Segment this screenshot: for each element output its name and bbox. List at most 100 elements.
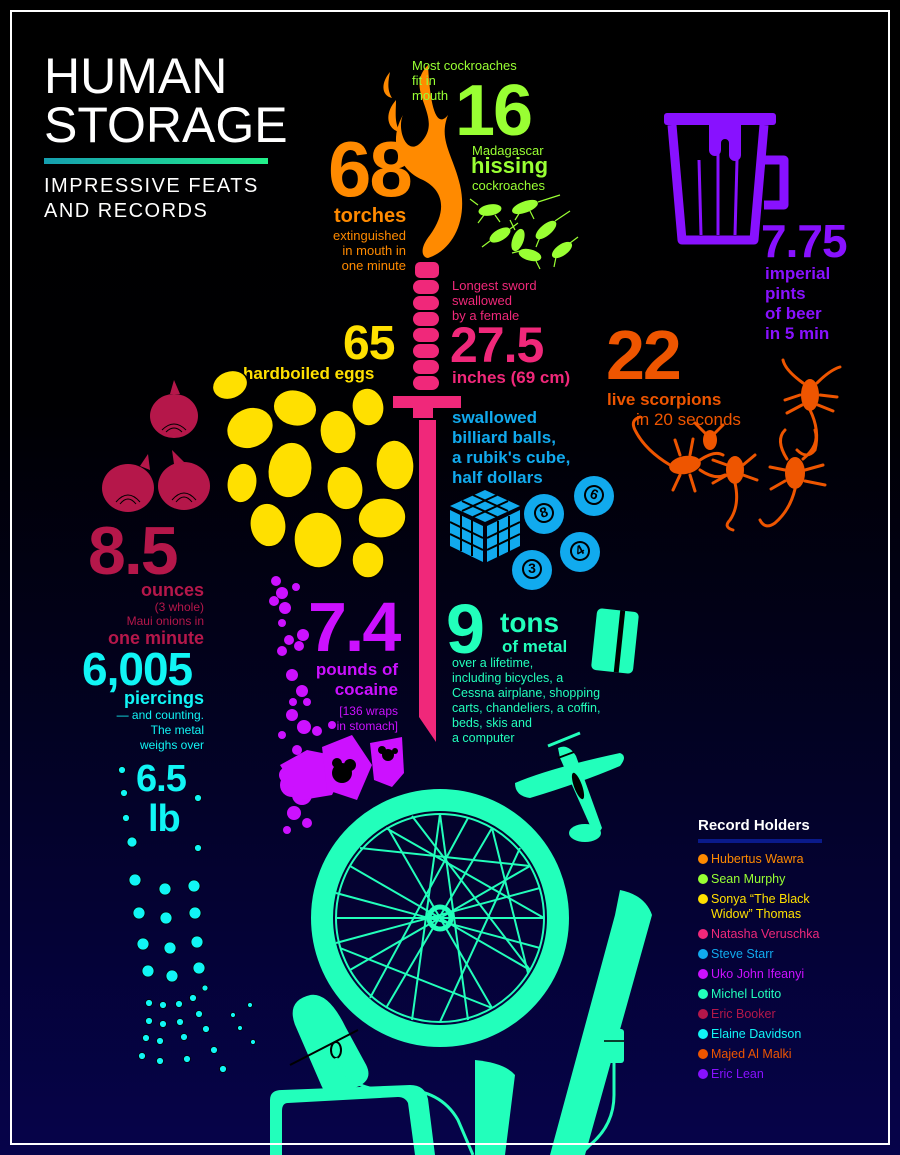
onions-text: ounces (3 whole) Maui onions in one minu… [80,580,204,648]
cocaine-detail: [136 wraps in stomach] [300,704,398,734]
legend-item-name: Eric Booker [711,1007,776,1021]
billiard-label: swallowed billiard balls, a rubik's cube… [452,408,570,488]
cocaine-label: pounds of cocaine [284,660,398,700]
onions-icon [102,380,210,512]
legend-underline [698,839,822,843]
metal-detail: over a lifetime, including bicycles, a C… [452,656,600,746]
sword-intro-line: Longest sword [452,278,537,293]
sword-intro: Longest sword swallowed by a female [452,278,537,323]
billiard-label-line: swallowed [452,408,538,427]
scorpions-value: 22 [606,316,682,394]
legend-dot-icon [698,969,708,979]
billiard-ball-number: 3 [522,559,542,579]
beer-label: imperial pints of beer in 5 min [765,264,830,344]
piercings-detail-line: weighs over [139,738,204,752]
billiard-ball-number: 6 [581,482,607,508]
torches-detail-line: one minute [341,258,406,273]
legend-item: Natasha Veruschka [698,927,848,942]
beer-mug-icon [664,113,789,245]
billiard-ball-6: 6 [574,476,614,516]
metal-label: tons [500,607,560,638]
cocaine-bubbles-icon [269,576,404,834]
sword-label: inches (69 cm) [452,368,571,387]
onions-label: ounces [140,580,204,600]
usb-cable-icon [578,1020,624,1155]
legend-item: Eric Lean [698,1067,848,1082]
airplane-icon [515,731,624,842]
legend-dot-icon [698,1029,708,1039]
cocaine-value: 7.4 [308,588,401,666]
ski-icon [550,890,652,1155]
cocaine-detail-line: in stomach] [336,719,398,733]
piercings-weight-unit: lb [148,798,181,840]
legend-dot-icon [698,949,708,959]
beer-label-line: pints [765,284,806,303]
legend-dot-icon [698,1049,708,1059]
legend-title: Record Holders [698,817,810,834]
metal-label2: of metal [502,637,568,656]
legend-item: Elaine Davidson [698,1027,848,1042]
legend-dot-icon [698,894,708,904]
eggs-label: hardboiled eggs [243,364,375,383]
legend-item-name: Sonya “The Black Widow” Thomas [711,892,810,921]
onions-detail-line: (3 whole) [154,600,204,614]
rubiks-cube-icon [449,490,521,562]
legend-dot-icon [698,989,708,999]
bicycle-wheel-icon [311,789,569,1047]
billiard-ball-4: 4 [560,532,600,572]
cockroaches-intro-line: fit in [412,73,436,88]
cockroaches-line3: cockroaches [472,178,545,193]
legend-item: Hubertus Wawra [698,852,848,867]
billiard-label-line: half dollars [452,468,543,487]
legend-item: Eric Booker [698,1007,848,1022]
flame-icon [383,65,463,258]
legend-item-name: Majed Al Malki [711,1047,792,1061]
scorpions-detail: in 20 seconds [636,410,741,429]
metal-detail-line: beds, skis and [452,716,532,730]
onions-emphasis: one minute [107,628,204,648]
sword-intro-line: by a female [452,308,520,323]
scorpions-label: live scorpions [607,390,722,409]
metal-detail-line: including bicycles, a [452,671,564,685]
piercings-value: 6,005 [82,643,193,695]
piercings-label: piercings [123,688,204,708]
beer-label-line: imperial [765,264,831,283]
piercings-detail-line: The metal [150,723,204,737]
legend-dot-icon [698,854,708,864]
cockroaches-intro: Most cockroaches fit in mouth [412,58,517,103]
legend-item-name: Sean Murphy [711,872,786,886]
torches-detail-line: in mouth in [342,243,406,258]
subtitle-line-2: AND RECORDS [44,200,209,222]
bed-frame-icon [475,1060,515,1155]
legend-item: Uko John Ifeanyi [698,967,848,982]
title-gradient-bar [44,158,268,164]
billiard-ball-8: 8 [524,494,564,534]
piercing-beads-icon [118,766,256,1073]
title-line-1: HUMAN [44,48,228,104]
computer-monitor-icon [270,1085,435,1155]
torches-detail-line: extinguished [333,228,406,243]
sword-icon [393,262,461,742]
metal-detail-line: a computer [452,731,515,745]
cockroaches-label: hissing [471,153,549,178]
record-holders-legend: Record Holders Hubertus Wawra Sean Murph… [698,817,848,1087]
cocaine-label-line: pounds of [315,660,398,679]
torches-value: 68 [328,125,413,213]
cockroaches-intro-line: mouth [412,88,449,103]
cockroaches-line1: Madagascar [472,143,544,158]
onions-detail-line: Maui onions in [126,614,204,628]
legend-item-name: Hubertus Wawra [711,852,804,866]
beer-label-line: of beer [765,304,822,323]
cockroach-cluster-icon [469,194,579,270]
title-block: HUMAN STORAGE IMPRESSIVE FEATS AND RECOR… [44,48,288,224]
legend-item: Michel Lotito [698,987,848,1002]
metal-detail-line: Cessna airplane, shopping [452,686,601,700]
cockroaches-intro-line: Most cockroaches [412,58,517,73]
legend-item: Majed Al Malki [698,1047,848,1062]
beer-value: 7.75 [761,215,848,267]
cockroaches-value: 16 [455,71,533,151]
onions-value: 8.5 [88,513,179,589]
legend-item: Steve Starr [698,947,848,962]
cocaine-detail-line: [136 wraps [339,704,398,718]
